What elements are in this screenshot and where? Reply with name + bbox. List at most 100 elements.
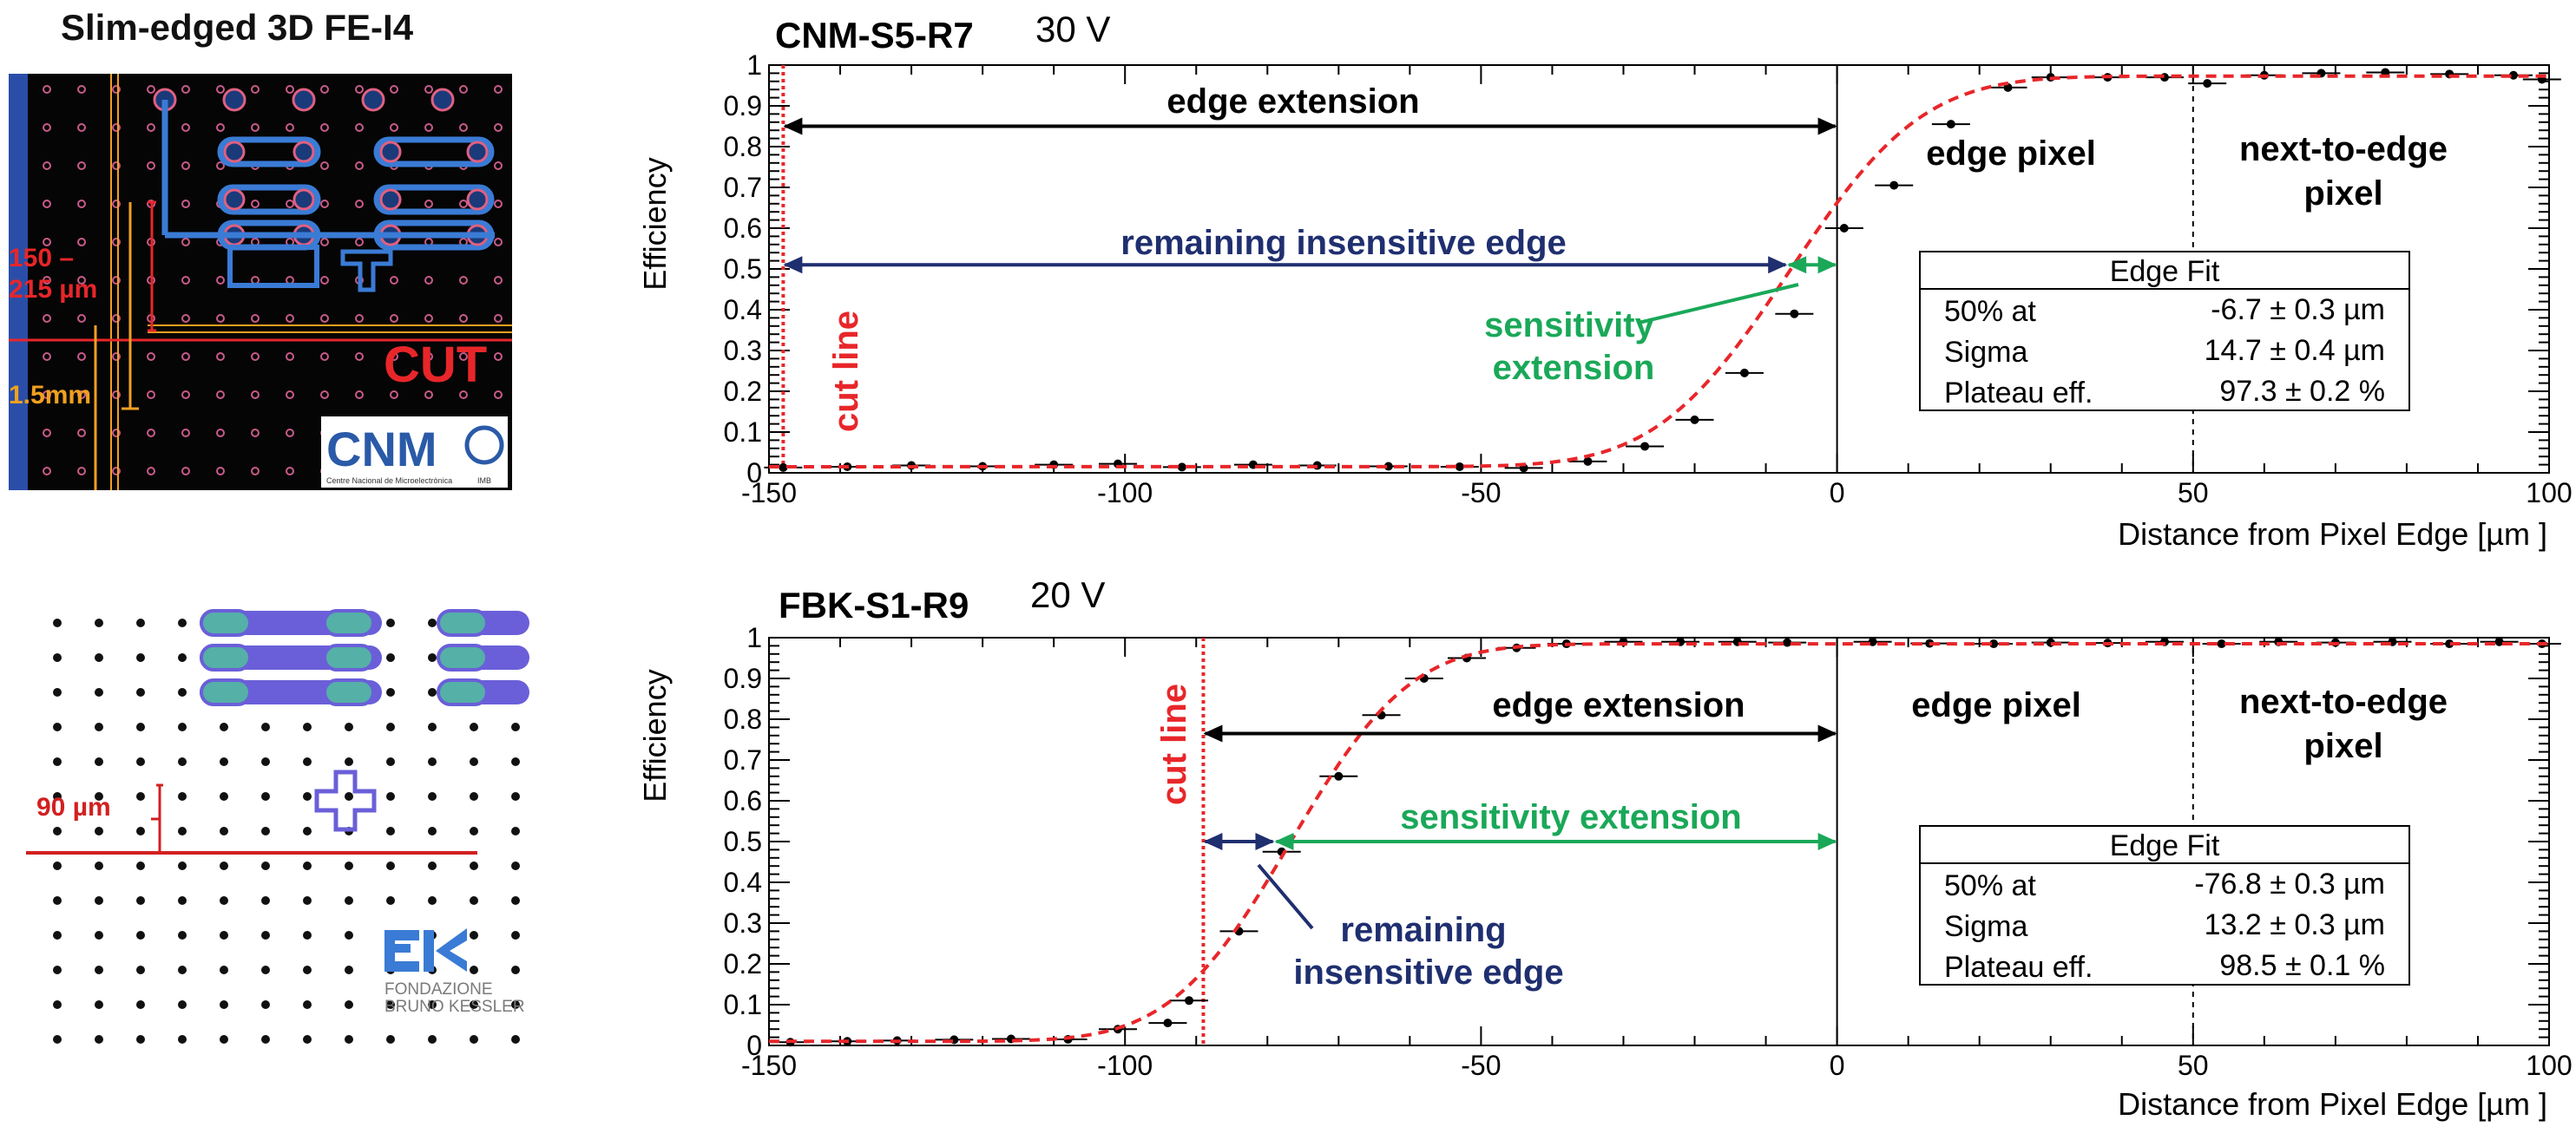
grid-dot xyxy=(181,123,190,132)
grid-dot xyxy=(424,352,433,361)
plot1-y-tick-label: 0.6 xyxy=(724,213,762,244)
plot1-data-point xyxy=(779,462,788,472)
grid-dot xyxy=(428,688,437,697)
plot2-remaining-arrow-head-left xyxy=(1203,833,1223,850)
plot2-xlabel: Distance from Pixel Edge [µm ] xyxy=(2118,1086,2547,1122)
grid-dot xyxy=(77,238,86,246)
plot1-y-tick-label: 0.7 xyxy=(724,172,762,203)
grid-dot xyxy=(178,792,187,801)
plot1-edge-extension-arrow-head-right xyxy=(1817,117,1837,135)
grid-dot xyxy=(470,862,478,870)
plot2-edge-extension-arrow-head-right xyxy=(1817,724,1837,743)
plot1-y-tick-label: 0.5 xyxy=(724,253,762,285)
grid-dot xyxy=(390,352,398,361)
grid-dot xyxy=(112,467,121,475)
grid-dot xyxy=(112,276,121,285)
grid-dot xyxy=(43,467,51,475)
grid-dot xyxy=(216,123,225,132)
grid-dot xyxy=(95,757,103,766)
grid-dot xyxy=(178,1000,187,1009)
grid-dot xyxy=(386,757,395,766)
grid-dot xyxy=(178,931,187,940)
grid-dot xyxy=(390,276,398,285)
grid-dot xyxy=(178,723,187,731)
grid-dot xyxy=(261,1035,270,1044)
plot2-voltage: 20 V xyxy=(1030,574,1105,615)
bump-pad xyxy=(292,141,315,163)
grid-dot xyxy=(178,619,187,627)
plot1-y-tick-label: 1 xyxy=(746,49,762,81)
grid-dot xyxy=(77,123,86,132)
plot1-next-label-2: pixel xyxy=(2303,174,2382,213)
plot-fbk: FBK-S1-R9 20 V Efficiency Distance from … xyxy=(637,574,2573,1122)
grid-dot xyxy=(303,792,312,801)
plot1-fit-value-2: 97.3 ± 0.2 % xyxy=(2219,375,2385,408)
fbk-dim-label: 90 µm xyxy=(36,793,111,822)
grid-dot xyxy=(428,1000,437,1009)
grid-dot xyxy=(251,123,260,132)
grid-dot xyxy=(220,792,228,801)
grid-dot xyxy=(345,1035,353,1044)
cnm-logo: CNM xyxy=(326,422,437,476)
plot2-y-tick-label: 0.9 xyxy=(724,663,762,694)
plot1-y-tick-label: 0.2 xyxy=(724,376,762,407)
plot2-y-tick-label: 0.1 xyxy=(724,989,762,1020)
grid-dot xyxy=(136,1035,145,1044)
grid-dot xyxy=(386,619,395,627)
grid-dot xyxy=(261,862,270,870)
grid-dot xyxy=(386,1000,395,1009)
grid-dot xyxy=(345,862,353,870)
plot2-y-tick-label: 0.6 xyxy=(724,785,762,816)
plot1-x-tick-label: 0 xyxy=(1830,477,1845,508)
grid-dot xyxy=(345,966,353,974)
grid-dot xyxy=(511,792,520,801)
grid-dot xyxy=(251,467,260,475)
grid-dot xyxy=(494,276,503,285)
grid-dot xyxy=(470,966,478,974)
grid-dot xyxy=(320,85,329,94)
grid-dot xyxy=(355,352,364,361)
grid-dot xyxy=(53,688,62,697)
bump-pads xyxy=(200,609,529,706)
grid-dot xyxy=(345,931,353,940)
plot2-remaining-arrow-head-right xyxy=(1255,833,1275,850)
grid-dot xyxy=(77,276,86,285)
pad-link xyxy=(373,184,495,215)
grid-dot xyxy=(345,757,353,766)
grid-dot xyxy=(386,688,395,697)
grid-dot xyxy=(112,200,121,208)
grid-dot xyxy=(43,429,51,437)
grid-dot xyxy=(470,827,478,835)
grid-dot xyxy=(424,390,433,399)
grid-dot xyxy=(355,314,364,323)
grid-dot xyxy=(286,467,294,475)
grid-dot xyxy=(320,238,329,246)
fbk-logo-line1: FONDAZIONE xyxy=(384,980,493,999)
grid-dot xyxy=(43,85,51,94)
cnm-cut-label: CUT xyxy=(384,337,487,393)
grid-dot xyxy=(390,314,398,323)
plot1-voltage: 30 V xyxy=(1035,9,1110,49)
plot1-fit-label-2: Plateau eff. xyxy=(1944,377,2093,409)
grid-dot xyxy=(428,723,437,731)
grid-dot xyxy=(494,238,503,246)
grid-dot xyxy=(216,467,225,475)
grid-dot xyxy=(220,757,228,766)
bump-pad xyxy=(223,188,246,211)
grid-dot xyxy=(181,352,190,361)
grid-dot xyxy=(53,931,62,940)
plot1-sensitivity-label-1: sensitivity xyxy=(1484,306,1654,344)
grid-dot xyxy=(390,85,398,94)
grid-dot xyxy=(261,827,270,835)
plot2-fit-label-1: Sigma xyxy=(1944,910,2027,943)
plot2-next-label-1: next-to-edge xyxy=(2239,683,2448,721)
grid-dot xyxy=(320,276,329,285)
plot2-fit-value-2: 98.5 ± 0.1 % xyxy=(2219,949,2385,982)
grid-dot xyxy=(95,792,103,801)
t-marker xyxy=(340,249,393,292)
grid-dot xyxy=(345,723,353,731)
pad-link xyxy=(217,136,321,167)
grid-dot xyxy=(136,688,145,697)
grid-dot xyxy=(178,862,187,870)
grid-dot xyxy=(136,653,145,662)
